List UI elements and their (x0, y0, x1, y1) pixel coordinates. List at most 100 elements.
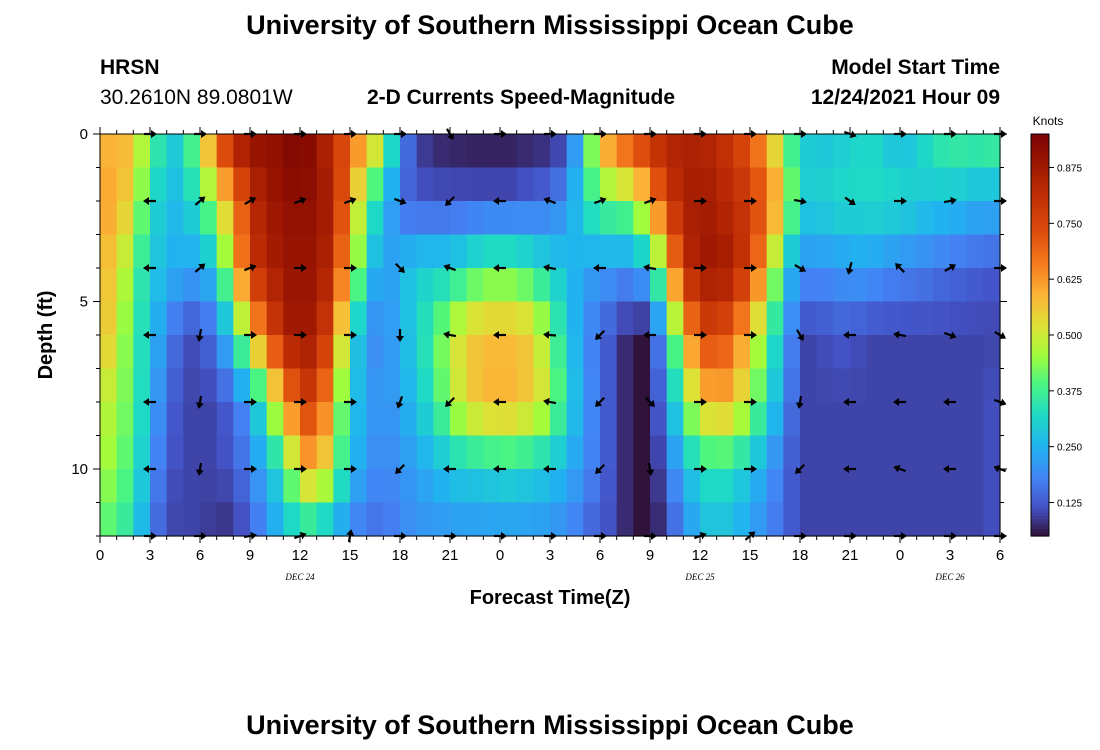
heatmap-cell (116, 268, 134, 303)
heatmap-cell (333, 469, 351, 504)
heatmap-cell (466, 268, 484, 303)
colorbar-swatch (1031, 308, 1049, 313)
colorbar-swatch (1031, 331, 1049, 336)
heatmap-cell (100, 502, 118, 537)
current-arrow (796, 329, 804, 342)
colorbar-swatch (1031, 335, 1049, 339)
heatmap-cell (983, 268, 1001, 303)
colorbar-swatch (1031, 314, 1049, 319)
current-arrow-head (701, 331, 707, 339)
heatmap-cell (150, 368, 168, 403)
colorbar-swatch (1031, 254, 1049, 259)
heatmap-cell (833, 402, 851, 437)
heatmap-cell (983, 435, 1001, 470)
heatmap-cell (550, 368, 568, 403)
current-arrow-head (543, 397, 550, 406)
heatmap-cell (600, 167, 618, 202)
heatmap-cell (400, 368, 418, 403)
heatmap-cell (283, 469, 301, 504)
heatmap-cell (650, 201, 668, 236)
heatmap-cell (800, 167, 818, 202)
heatmap-cell (966, 402, 984, 437)
heatmap-cell (566, 502, 584, 537)
heatmap-cell (483, 402, 501, 437)
heatmap-cell (900, 167, 918, 202)
heatmap-cell (433, 167, 451, 202)
heatmap-cell (816, 469, 834, 504)
colorbar-swatch (1031, 355, 1049, 360)
current-arrow-head (195, 469, 204, 476)
heatmap-cell (483, 301, 501, 336)
current-arrow (394, 262, 405, 273)
heatmap-cell (233, 234, 251, 269)
current-arrow (643, 263, 657, 272)
current-arrow-head (845, 267, 854, 275)
heatmap-cell (266, 301, 284, 336)
heatmap-cell (300, 368, 318, 403)
heatmap-cell (933, 435, 951, 470)
heatmap-cell (116, 134, 134, 169)
heatmap-cell (400, 402, 418, 437)
heatmap-cell (500, 268, 518, 303)
heatmap-cell (333, 335, 351, 370)
current-arrow (195, 462, 204, 476)
page-title: University of Southern Mississippi Ocean… (246, 10, 854, 40)
heatmap-cell (166, 469, 184, 504)
heatmap-cell (316, 469, 334, 504)
heatmap-cell (983, 502, 1001, 537)
heatmap-cell (250, 402, 268, 437)
heatmap-cell (116, 335, 134, 370)
heatmap-cell (366, 301, 384, 336)
current-arrow (595, 396, 606, 407)
current-arrow (493, 197, 506, 205)
current-arrow-head (643, 331, 649, 339)
heatmap-cell (333, 502, 351, 537)
heatmap-cell (616, 368, 634, 403)
heatmap-cell (416, 134, 434, 169)
heatmap-cell (866, 502, 884, 537)
heatmap-cell (483, 134, 501, 169)
heatmap-cell (866, 469, 884, 504)
heatmap-cell (433, 268, 451, 303)
heatmap-cell (600, 502, 618, 537)
heatmap-cell (300, 167, 318, 202)
heatmap-cell (883, 435, 901, 470)
heatmap-cell (283, 502, 301, 537)
heatmap-cell (216, 502, 234, 537)
heatmap-cell (583, 268, 601, 303)
x-tick-label: 9 (246, 547, 254, 564)
heatmap-cell (216, 134, 234, 169)
heatmap-cell (966, 435, 984, 470)
heatmap-cell (633, 201, 651, 236)
heatmap-cell (750, 502, 768, 537)
heatmap-cell (666, 301, 684, 336)
heatmap-cell (316, 134, 334, 169)
colorbar-swatch (1031, 455, 1049, 460)
heatmap-cell (433, 301, 451, 336)
heatmap-cell (316, 234, 334, 269)
colorbar-swatch (1031, 164, 1049, 169)
heatmap-cell (950, 234, 968, 269)
heatmap-cell (933, 402, 951, 437)
heatmap-cell (850, 368, 868, 403)
heatmap-cell (883, 368, 901, 403)
colorbar-swatch (1031, 422, 1049, 427)
heatmap-cell (983, 167, 1001, 202)
heatmap-cell (533, 402, 551, 437)
current-arrow-head (595, 466, 603, 474)
heatmap-cell (816, 502, 834, 537)
heatmap-cell (100, 402, 118, 437)
colorbar-swatch (1031, 298, 1049, 303)
heatmap-cell (633, 134, 651, 169)
heatmap-cell (916, 368, 934, 403)
current-arrow (744, 197, 757, 205)
colorbar-swatch (1031, 462, 1049, 467)
current-arrow-head (948, 264, 957, 271)
heatmap-cell (833, 335, 851, 370)
current-arrow (395, 463, 406, 474)
heatmap-cell (650, 402, 668, 437)
x-tick-label: 9 (646, 547, 654, 564)
heatmap-cell (250, 234, 268, 269)
current-arrow-head (396, 336, 404, 342)
current-arrow (445, 195, 456, 206)
